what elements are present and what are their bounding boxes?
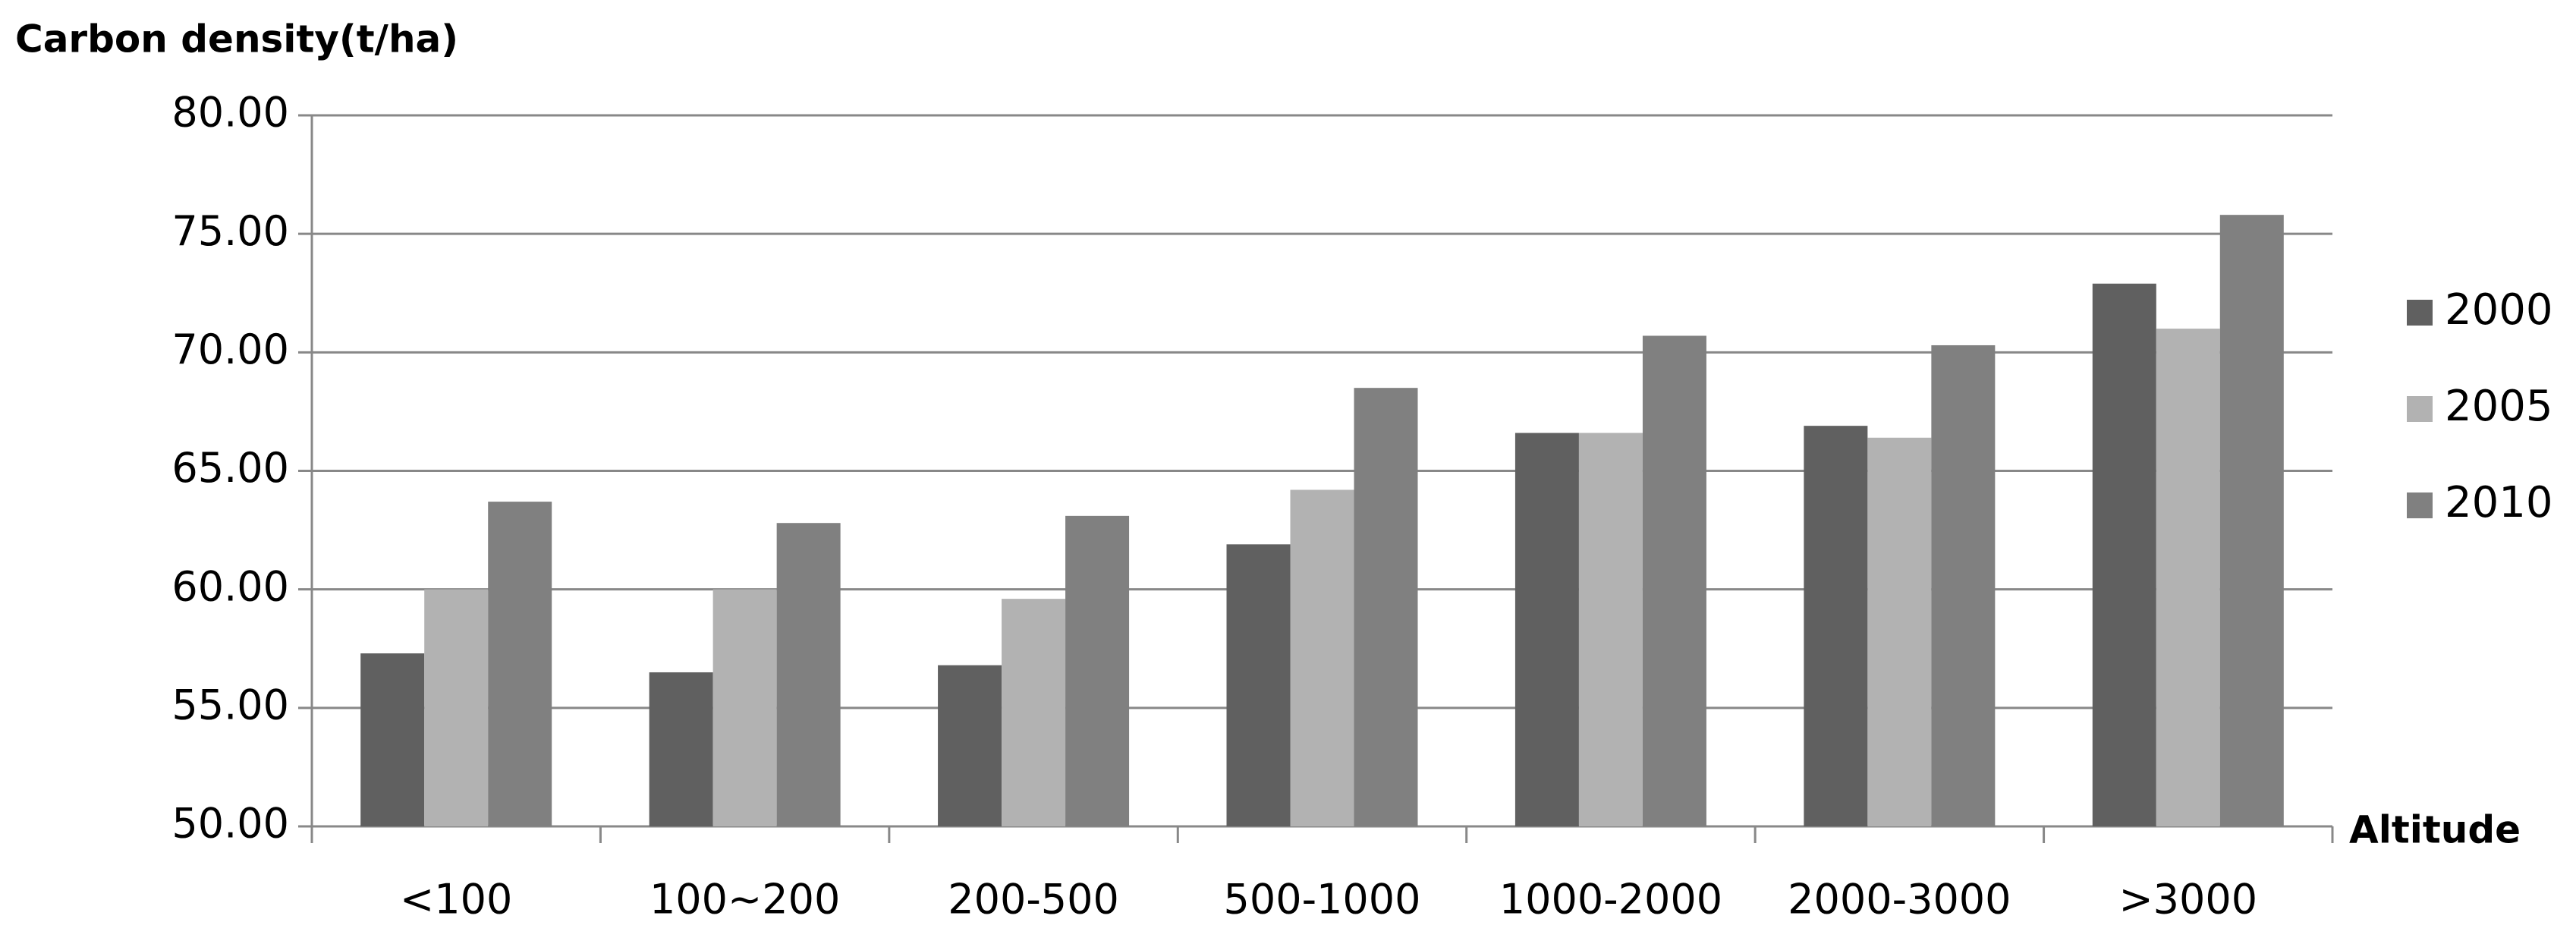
legend-swatch bbox=[2407, 396, 2433, 422]
y-tick-label: 65.00 bbox=[171, 444, 289, 492]
y-tick-label: 70.00 bbox=[171, 326, 289, 373]
x-tick-label: 200-500 bbox=[948, 876, 1119, 924]
x-axis-title: Altitude bbox=[2349, 808, 2521, 852]
bar bbox=[1002, 599, 1066, 826]
bar bbox=[2092, 283, 2156, 826]
legend-label: 2005 bbox=[2445, 382, 2553, 431]
bar bbox=[1804, 426, 1868, 826]
bar bbox=[1226, 544, 1291, 826]
y-tick-label: 75.00 bbox=[171, 207, 289, 255]
bar bbox=[1578, 433, 1643, 826]
legend-label: 2010 bbox=[2445, 478, 2553, 527]
bar bbox=[2156, 329, 2220, 827]
x-tick-label: 100~200 bbox=[650, 876, 840, 924]
bar bbox=[649, 672, 713, 826]
bar bbox=[360, 653, 425, 826]
y-tick-label: 60.00 bbox=[171, 562, 289, 610]
bar bbox=[776, 523, 841, 826]
y-tick-label: 55.00 bbox=[171, 681, 289, 728]
x-tick-label: 500-1000 bbox=[1224, 876, 1421, 924]
x-tick-label: 2000-3000 bbox=[1788, 876, 2011, 924]
x-tick-label: >3000 bbox=[2118, 876, 2257, 924]
bar bbox=[2219, 215, 2284, 826]
bar bbox=[1867, 437, 1932, 826]
y-tick-label: 50.00 bbox=[171, 800, 289, 848]
legend-label: 2000 bbox=[2445, 285, 2553, 335]
bar bbox=[1642, 335, 1706, 827]
bar bbox=[1354, 388, 1418, 826]
bar bbox=[938, 665, 1002, 826]
chart-title: Carbon density(t/ha) bbox=[15, 17, 458, 61]
bar bbox=[488, 502, 552, 826]
bar bbox=[1514, 433, 1579, 826]
bar bbox=[424, 589, 489, 826]
bar bbox=[1290, 489, 1354, 826]
bar bbox=[1065, 515, 1130, 826]
y-tick-label: 80.00 bbox=[171, 89, 289, 137]
legend-swatch bbox=[2407, 300, 2433, 326]
bar bbox=[1931, 345, 1996, 826]
bar bbox=[712, 589, 777, 826]
legend-swatch bbox=[2407, 492, 2433, 518]
x-tick-label: 1000-2000 bbox=[1499, 876, 1722, 924]
x-tick-label: <100 bbox=[400, 876, 512, 924]
